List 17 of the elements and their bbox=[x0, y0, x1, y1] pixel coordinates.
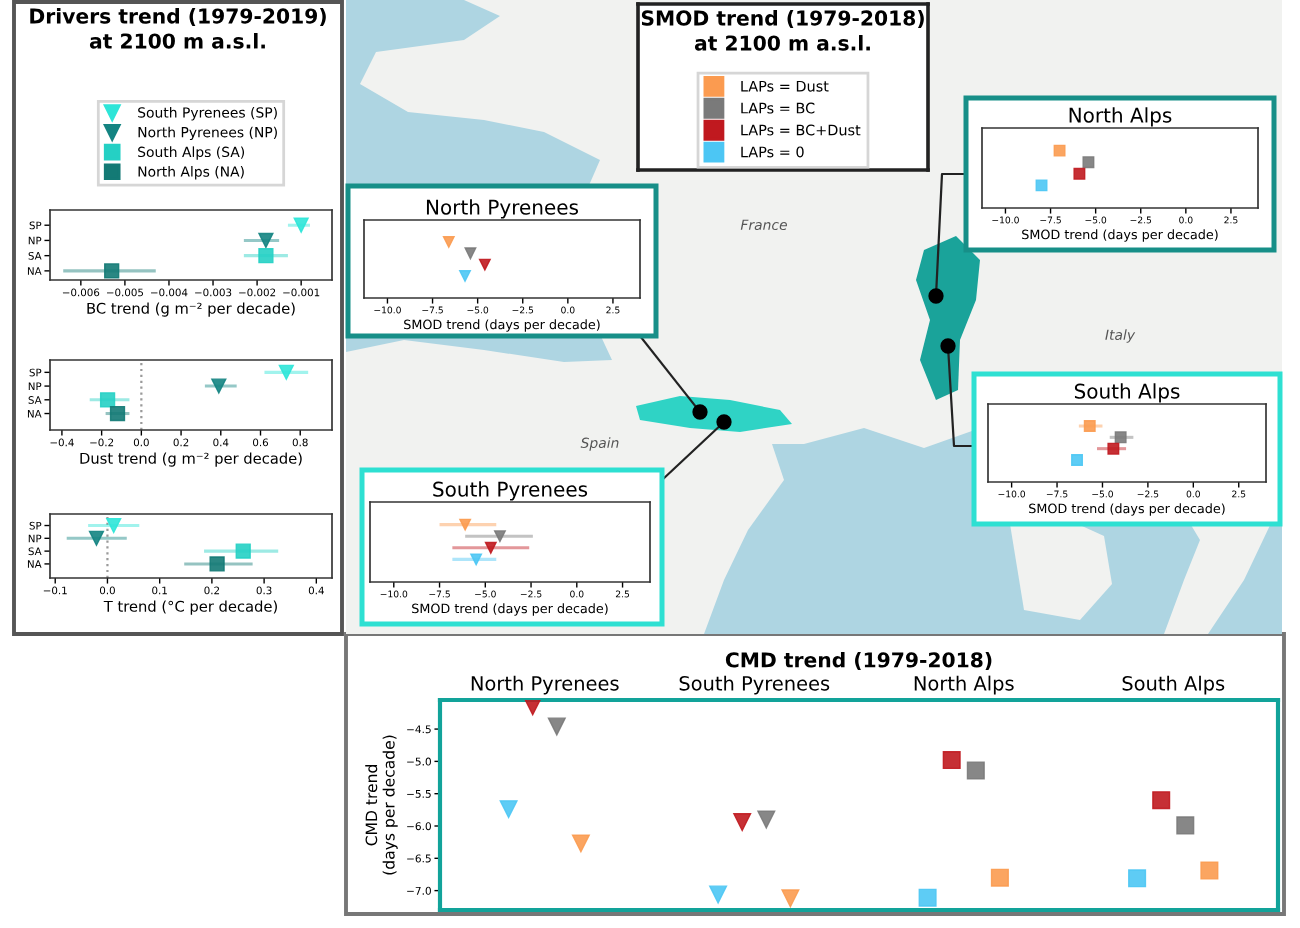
point bbox=[278, 364, 294, 380]
x-tick-label: North Pyrenees bbox=[471, 675, 619, 695]
x-tick-label: South Pyrenees bbox=[679, 675, 830, 695]
point bbox=[211, 378, 227, 394]
chart-title: South Alps bbox=[1074, 383, 1180, 403]
point bbox=[99, 392, 116, 408]
x-tick-label: North Alps bbox=[914, 675, 1014, 695]
point bbox=[235, 543, 251, 559]
chart-title: North Alps bbox=[1069, 107, 1172, 127]
x-tick-label: South Alps bbox=[1122, 675, 1225, 695]
point bbox=[209, 556, 225, 572]
point bbox=[88, 530, 105, 546]
chart-title: CMD trend (1979-2018) bbox=[725, 651, 992, 670]
point bbox=[109, 405, 126, 422]
chart-title: Drivers trend (1979-2019) at 2100 m a.s.l. bbox=[30, 8, 326, 49]
point bbox=[106, 517, 122, 534]
text: SMOD trend (1979-2018) at 2100 m a.s.l. bbox=[641, 10, 924, 51]
